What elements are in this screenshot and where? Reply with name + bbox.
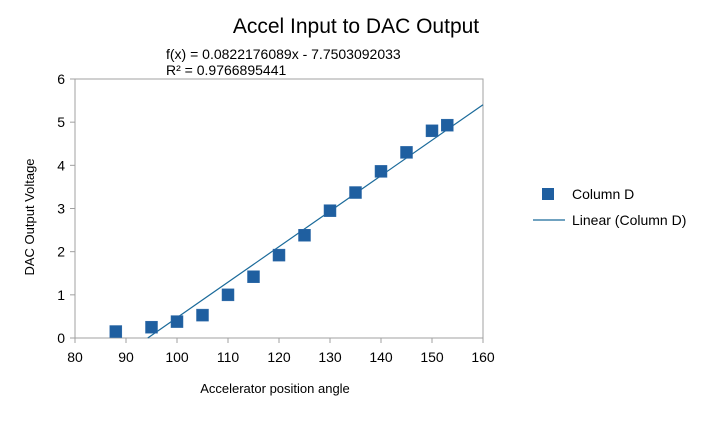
y-tick-label: 1 bbox=[57, 287, 65, 303]
data-point bbox=[221, 288, 235, 302]
y-tick-label: 2 bbox=[57, 244, 65, 260]
legend: Column D Linear (Column D) bbox=[533, 186, 686, 228]
plot-area bbox=[74, 78, 484, 339]
legend-marker-column-d bbox=[542, 188, 554, 200]
data-point bbox=[170, 315, 184, 328]
data-point bbox=[196, 308, 209, 322]
data-point bbox=[109, 325, 123, 338]
trendline-r-squared: R² = 0.9766895441 bbox=[166, 62, 286, 78]
y-axis-title: DAC Output Voltage bbox=[22, 158, 37, 275]
x-tick-label: 160 bbox=[471, 349, 495, 365]
legend-label-linear: Linear (Column D) bbox=[572, 212, 686, 228]
y-tick-label: 3 bbox=[57, 201, 65, 217]
data-point bbox=[272, 248, 286, 262]
y-axis: 0 1 2 3 4 5 6 bbox=[57, 71, 75, 346]
x-tick-label: 80 bbox=[67, 349, 83, 365]
x-axis-title: Accelerator position angle bbox=[200, 381, 350, 396]
y-tick-label: 6 bbox=[57, 71, 65, 87]
x-tick-label: 120 bbox=[267, 349, 291, 365]
trendline-layer bbox=[147, 104, 484, 339]
x-tick-label: 150 bbox=[420, 349, 444, 365]
x-tick-label: 90 bbox=[118, 349, 134, 365]
data-point bbox=[298, 229, 311, 242]
data-point bbox=[425, 124, 439, 138]
legend-label-column-d: Column D bbox=[572, 186, 634, 202]
x-tick-label: 140 bbox=[369, 349, 393, 365]
data-point bbox=[145, 320, 158, 334]
data-points bbox=[109, 118, 454, 338]
data-point bbox=[349, 186, 362, 199]
chart-title: Accel Input to DAC Output bbox=[233, 15, 479, 38]
data-point bbox=[441, 118, 454, 132]
y-tick-label: 4 bbox=[57, 157, 65, 173]
plot-border bbox=[74, 78, 484, 339]
data-point bbox=[323, 204, 337, 217]
x-axis: 80 90 100 110 120 130 140 150 160 bbox=[67, 338, 495, 365]
y-tick-label: 0 bbox=[57, 330, 65, 346]
x-tick-label: 130 bbox=[318, 349, 342, 365]
trendline bbox=[147, 104, 484, 339]
data-point bbox=[374, 165, 388, 178]
y-tick-label: 5 bbox=[57, 114, 65, 130]
trendline-equation: f(x) = 0.0822176089x - 7.7503092033 bbox=[166, 46, 401, 62]
data-point bbox=[400, 146, 413, 159]
x-tick-label: 110 bbox=[217, 349, 240, 365]
x-tick-label: 100 bbox=[165, 349, 189, 365]
data-point bbox=[247, 270, 260, 283]
